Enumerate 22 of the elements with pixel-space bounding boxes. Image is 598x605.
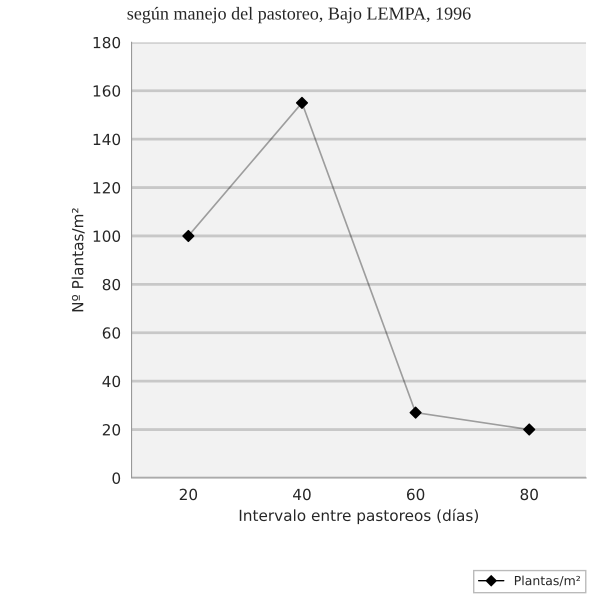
point — [182, 230, 194, 242]
legend-label: Plantas/m² — [514, 576, 580, 586]
x-tick-label: 80 — [520, 488, 538, 500]
y-tick-label: 180 — [94, 36, 120, 48]
chart-title: según manejo del pastoreo, Bajo LEMPA, 1996 — [128, 6, 471, 24]
y-tick-label: 120 — [94, 182, 120, 194]
x-tick-label: 40 — [293, 488, 311, 500]
y-tick-label: 140 — [94, 134, 120, 146]
y-tick-label: 40 — [102, 376, 120, 388]
point — [296, 96, 308, 109]
x-tick-label: 20 — [180, 488, 198, 500]
y-tick-label: 20 — [102, 424, 120, 436]
x-tick-label: 60 — [406, 488, 424, 500]
y-tick-label: 80 — [102, 278, 120, 290]
point — [523, 423, 536, 436]
y-tick-label: 0 — [112, 472, 120, 484]
y-tick-label: 160 — [94, 85, 120, 97]
y-axis-title: Nº Plantas/m² — [72, 208, 85, 312]
point — [410, 406, 422, 419]
y-tick-label: 100 — [94, 230, 120, 242]
y-tick-label: 60 — [102, 327, 120, 339]
x-axis-title: Intervalo entre pastoreos (días) — [240, 508, 478, 524]
